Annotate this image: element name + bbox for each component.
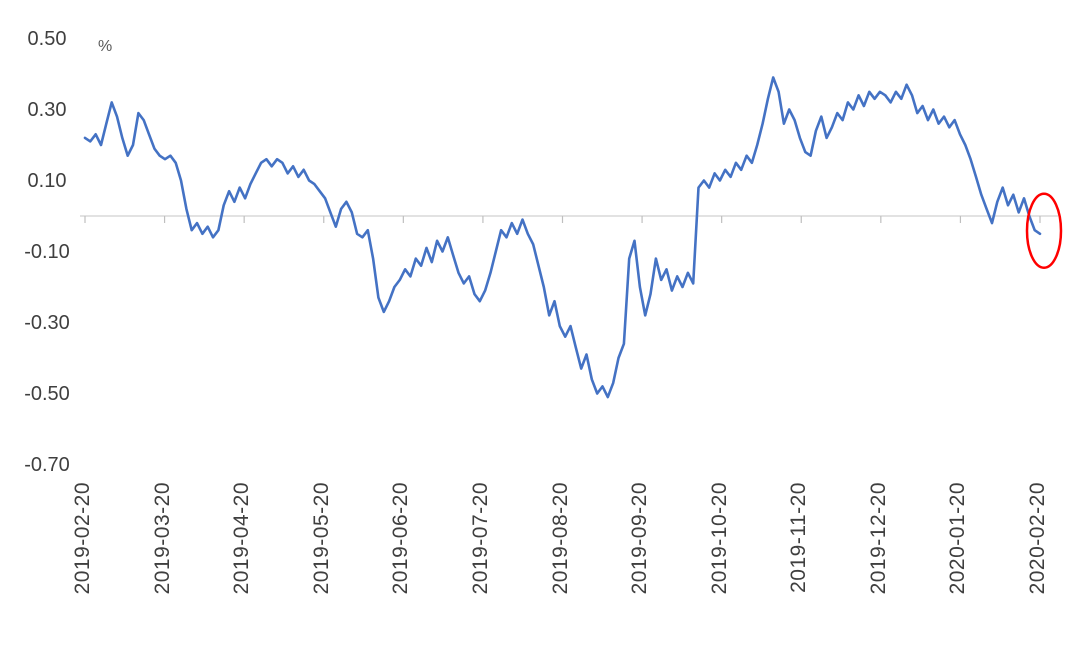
y-axis-unit-label: % bbox=[98, 38, 113, 55]
x-tick-label: 2019-05-20 bbox=[309, 482, 333, 595]
y-tick-label: 0.10 bbox=[27, 169, 67, 192]
y-tick-label: 0.30 bbox=[27, 98, 67, 121]
x-tick-label: 2019-07-20 bbox=[468, 482, 492, 595]
y-tick-label: -0.10 bbox=[24, 240, 70, 263]
x-tick-label: 2019-06-20 bbox=[389, 482, 413, 595]
annotation-ellipse bbox=[1025, 192, 1063, 269]
x-tick-label: 2019-09-20 bbox=[628, 482, 652, 595]
y-tick-label: -0.30 bbox=[24, 311, 70, 334]
x-tick-label: 2019-08-20 bbox=[548, 482, 572, 595]
y-tick-label: -0.50 bbox=[24, 382, 70, 405]
x-tick-label: 2019-04-20 bbox=[230, 482, 254, 595]
x-tick-label: 2019-10-20 bbox=[707, 482, 731, 595]
x-tick-label: 2020-01-20 bbox=[946, 482, 970, 595]
x-tick-label: 2019-03-20 bbox=[150, 482, 174, 595]
y-tick-label: -0.70 bbox=[24, 453, 70, 476]
x-tick-label: 2020-02-20 bbox=[1026, 482, 1049, 595]
x-tick-label: 2019-02-20 bbox=[71, 482, 94, 595]
x-tick-label: 2019-12-20 bbox=[866, 482, 890, 595]
y-tick-label: 0.50 bbox=[27, 27, 67, 50]
data-line bbox=[83, 76, 1042, 399]
x-tick-label: 2019-11-20 bbox=[787, 482, 811, 593]
